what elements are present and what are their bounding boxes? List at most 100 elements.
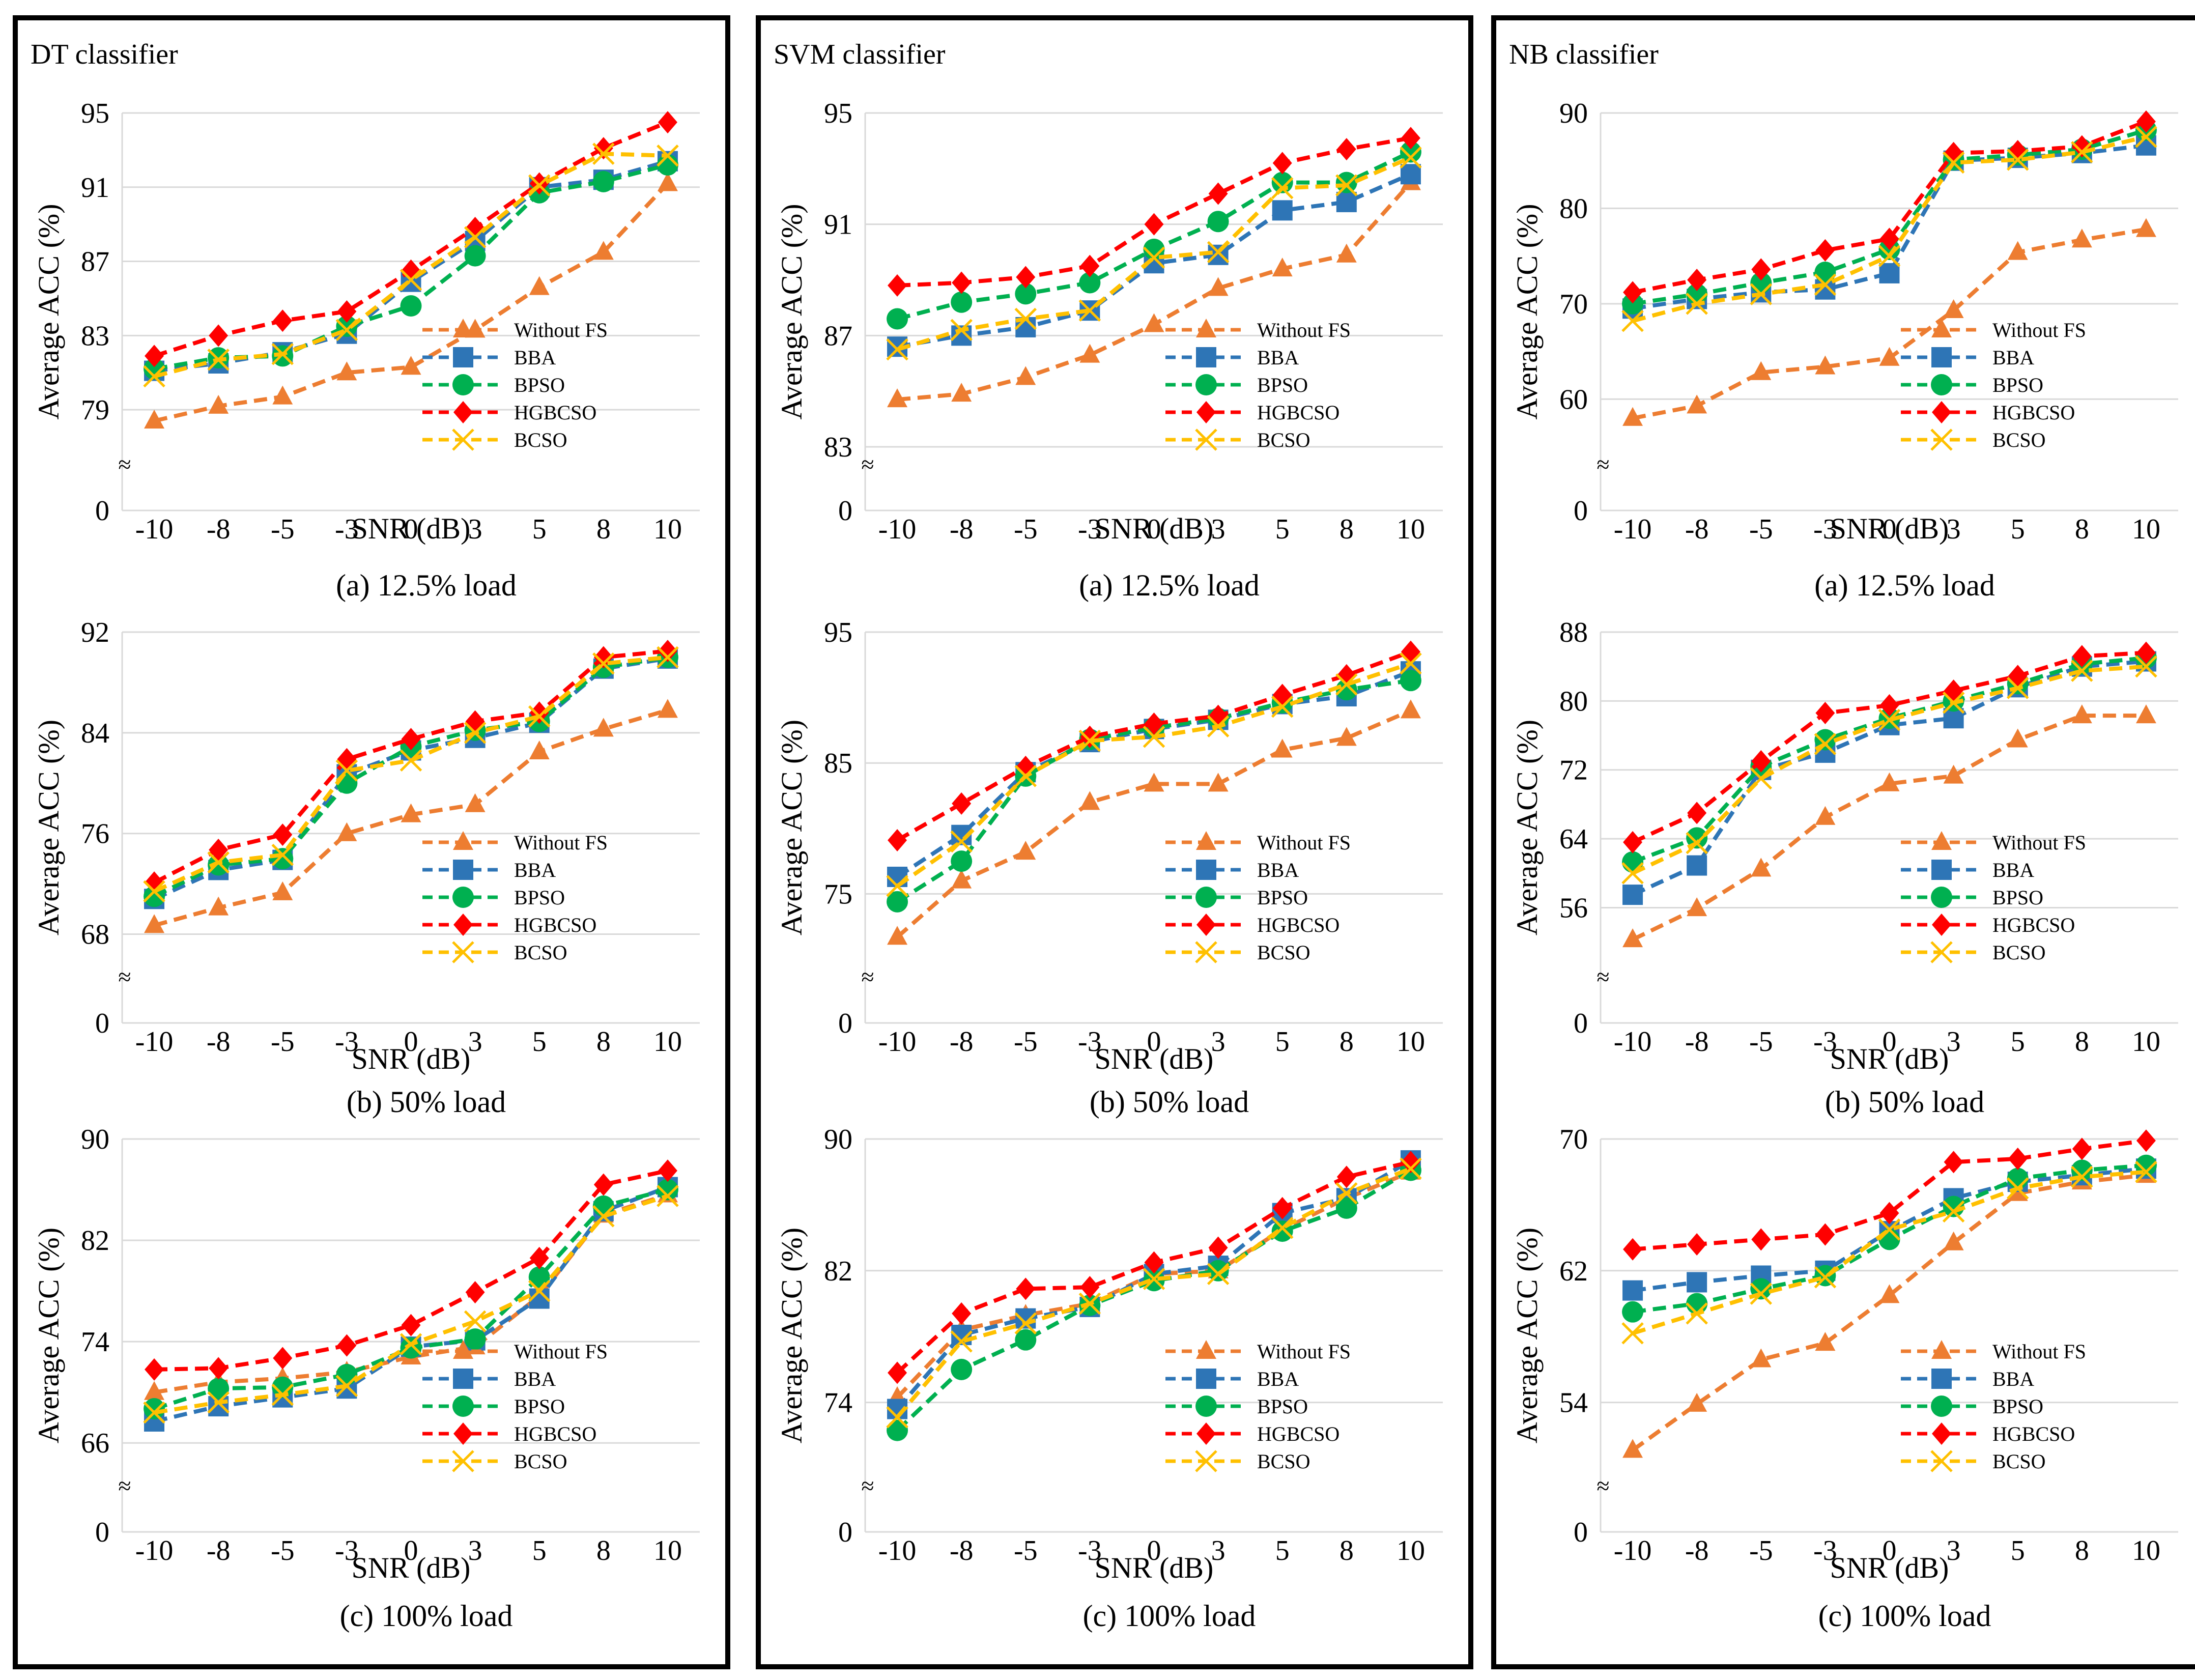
series-hgbcso (1623, 1129, 2156, 1261)
legend-entry: BCSO (514, 1450, 567, 1473)
legend-entry: HGBCSO (1257, 401, 1339, 424)
data-point (528, 705, 551, 728)
series-without-fs (887, 699, 1421, 945)
legend-entry: HGBCSO (514, 914, 596, 936)
data-point (400, 1333, 422, 1355)
data-point (1878, 245, 1901, 267)
data-point (951, 850, 973, 872)
data-point (1932, 401, 1951, 423)
axis-break-symbol: ≈ (118, 964, 131, 990)
series-hgbcso (1623, 110, 2156, 304)
x-axis-title: SNR (dB) (352, 1042, 471, 1075)
data-point (1196, 1369, 1216, 1389)
data-point (1687, 269, 1707, 291)
data-point (337, 300, 357, 323)
x-tick-label: -5 (1749, 1535, 1773, 1567)
x-tick-label: 10 (653, 1026, 682, 1058)
y-tick-label: 72 (1559, 755, 1588, 786)
legend-entry: BBA (1992, 859, 2034, 881)
legend: Without FS BBA BPSO HGBCSO BCSO (422, 1340, 608, 1473)
data-point (593, 718, 614, 737)
x-tick-label: -3 (335, 1535, 359, 1567)
data-point (272, 881, 293, 900)
data-point (1932, 914, 1951, 936)
x-tick-label: 0 (404, 1026, 418, 1058)
series-hgbcso (888, 127, 1420, 297)
data-point (1931, 319, 1952, 337)
data-point (950, 830, 973, 853)
series-without-fs (144, 699, 678, 933)
y-tick-label: 68 (81, 919, 109, 951)
data-point (145, 345, 164, 367)
data-point (1195, 429, 1217, 451)
panel-title: NB classifier (1509, 39, 1659, 70)
data-point (1751, 750, 1771, 773)
data-point (1015, 1308, 1036, 1329)
y-tick-label: 87 (81, 246, 109, 278)
data-point (2135, 704, 2156, 724)
y-tick-label: 75 (824, 878, 852, 910)
panel-title: DT classifier (31, 39, 178, 70)
legend-entry: BBA (1992, 1368, 2034, 1390)
series-line (153, 649, 668, 885)
y-axis-title: Average ACC (%) (775, 1228, 808, 1443)
chart-2-0: 0 60 70 80 90 ≈ -10 -8 -5 -3 0 3 5 8 10 SNR (dB) Average… (1510, 98, 2178, 602)
legend-entry: HGBCSO (1257, 914, 1339, 936)
data-point (1686, 827, 1708, 849)
data-point (658, 111, 677, 134)
data-point (2135, 126, 2157, 148)
legend-entry: BPSO (514, 1395, 565, 1418)
data-point (1272, 738, 1293, 758)
data-point (1079, 344, 1100, 363)
x-tick-label: 10 (1396, 1535, 1425, 1567)
data-point (1931, 1340, 1952, 1359)
data-point (1335, 174, 1358, 196)
data-point (529, 740, 550, 759)
x-tick-label: -10 (1614, 514, 1652, 545)
data-point (452, 374, 474, 395)
data-point (1815, 1223, 1835, 1246)
series-line (896, 708, 1412, 939)
data-point (1400, 141, 1421, 163)
data-point (1272, 1197, 1292, 1219)
x-tick-label: 0 (404, 514, 418, 545)
x-tick-label: -10 (878, 514, 917, 545)
y-tick-label: 74 (824, 1387, 852, 1419)
data-point (2136, 1129, 2156, 1152)
legend-entry: Without FS (1257, 831, 1351, 854)
data-point (452, 941, 474, 963)
y-tick-label: 87 (824, 320, 852, 352)
data-point (1196, 319, 1216, 337)
data-point (887, 1419, 908, 1441)
axis-break-symbol: ≈ (1597, 1473, 1609, 1499)
data-point (401, 803, 421, 822)
y-tick-label: 90 (81, 1124, 109, 1155)
chart-caption: (b) 50% load (1090, 1085, 1249, 1119)
data-point (209, 324, 229, 347)
data-point (1622, 885, 1643, 905)
data-point (208, 1378, 230, 1400)
x-axis-title: SNR (dB) (1095, 512, 1214, 545)
data-point (143, 880, 165, 903)
x-tick-label: 5 (532, 1026, 547, 1058)
data-point (952, 271, 972, 294)
data-point (1272, 152, 1292, 175)
x-tick-label: 8 (1339, 514, 1354, 545)
data-point (1400, 670, 1421, 692)
data-point (2007, 1168, 2029, 1189)
data-point (465, 793, 486, 812)
y-tick-label: 0 (1574, 1517, 1588, 1548)
x-tick-label: -5 (271, 1535, 295, 1567)
data-point (143, 365, 165, 388)
x-tick-label: 10 (2132, 514, 2160, 545)
series-bcso (143, 1185, 679, 1424)
x-tick-label: 3 (468, 1535, 482, 1567)
legend-entry: BPSO (514, 886, 565, 909)
x-tick-label: 3 (468, 514, 482, 545)
data-point (1930, 1450, 1953, 1472)
data-point (1144, 773, 1164, 792)
series-line (1632, 650, 2147, 844)
data-point (1196, 860, 1216, 880)
data-point (1014, 1312, 1037, 1335)
data-point (950, 1330, 973, 1353)
